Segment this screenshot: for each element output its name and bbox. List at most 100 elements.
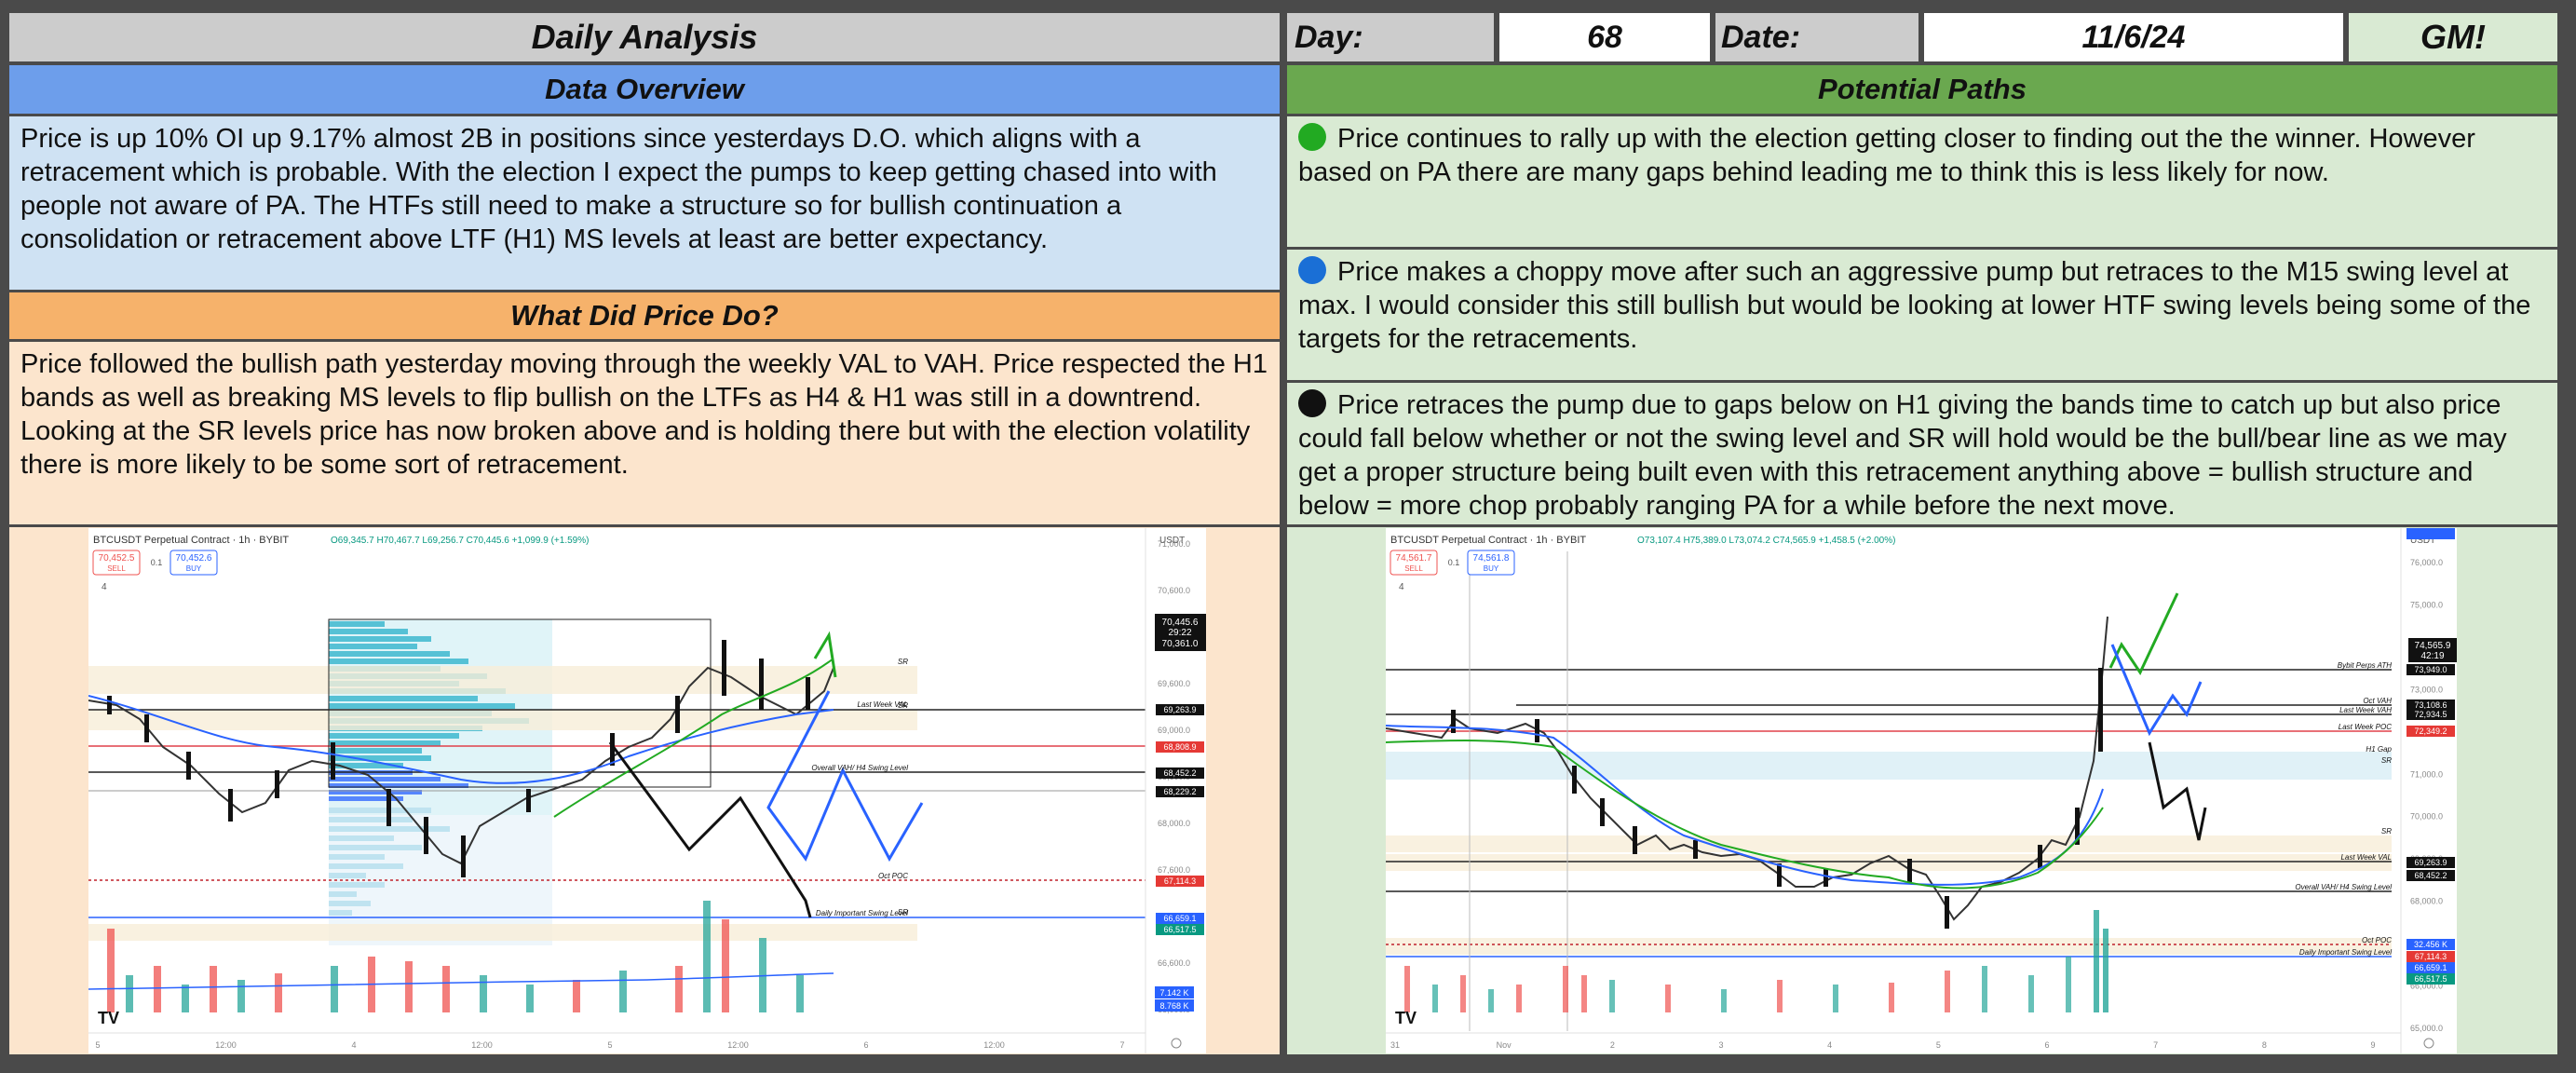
level-price-tag <box>1156 913 1204 924</box>
level-price: 68,452.2 <box>2414 871 2447 880</box>
path-bullish-text: Price continues to rally up with the ele… <box>1298 124 2475 187</box>
left-volume-label: 7.142 K <box>1159 988 1188 998</box>
right-sell-price: 74,561.7 <box>1396 553 1432 564</box>
level-price: 66,517.5 <box>1163 925 1196 934</box>
level-price: 69,263.9 <box>2414 858 2447 867</box>
left-buy-button[interactable] <box>169 550 218 576</box>
level-label: Overall VAH/ H4 Swing Level <box>811 764 908 772</box>
time-tick-label: 12:00 <box>727 1040 749 1050</box>
left-path-green <box>813 631 837 678</box>
level-label: SR <box>2381 827 2392 835</box>
right-current-price-tag <box>2408 638 2457 662</box>
day-value-cell[interactable]: 68 <box>1499 13 1710 61</box>
day-value: 68 <box>1587 19 1622 55</box>
level-label: Daily Important Swing Level <box>816 909 908 917</box>
time-tick-label: 9 <box>2370 1040 2375 1050</box>
black-circle-icon <box>1298 389 1326 417</box>
level-price-tag <box>2407 857 2455 868</box>
left-volume-bars <box>88 901 834 1012</box>
right-volume-bars <box>1404 910 2108 1012</box>
left-chart-ohlc: O69,345.7 H70,467.7 L69,256.7 C70,445.6 … <box>331 536 589 546</box>
level-price-tag <box>1156 767 1204 779</box>
tradingview-logo-icon: TV <box>98 1009 119 1027</box>
title-cell: Daily Analysis <box>9 13 1280 61</box>
level-label: Daily Important Swing Level <box>2299 948 2392 957</box>
time-tick-label: 31 <box>1390 1040 1400 1050</box>
date-value-cell[interactable]: 11/6/24 <box>1924 13 2343 61</box>
potential-paths-header: Potential Paths <box>1287 65 2557 114</box>
left-path-blue <box>766 690 924 862</box>
price-action-title: What Did Price Do? <box>510 299 779 332</box>
price-tick-label: 70,000.0 <box>2410 812 2443 822</box>
greeting-cell: GM! <box>2349 13 2557 61</box>
blue-circle-icon <box>1298 256 1326 284</box>
level-label: SR <box>898 701 908 710</box>
level-price-tag <box>2407 939 2455 950</box>
level-label: Overall VAH/ H4 Swing Level <box>2295 883 2392 891</box>
level-price-tag <box>1156 786 1204 797</box>
right-indicator-count[interactable]: 4 <box>1399 582 1404 592</box>
right-sr-zone <box>1386 835 2392 852</box>
right-green-band <box>1386 739 2104 890</box>
price-tick-label: 69,000.0 <box>1158 726 1190 735</box>
level-price: 68,229.2 <box>1163 787 1196 796</box>
level-price: 73,108.6 <box>2414 700 2447 710</box>
right-sell-button[interactable] <box>1390 550 1438 576</box>
price-tick-label: 71,000.0 <box>2410 769 2443 779</box>
left-spread: 0.1 <box>151 558 163 567</box>
left-currency[interactable]: USDT <box>1159 536 1185 546</box>
left-volume-tag <box>1155 986 1194 998</box>
time-tick-label: 4 <box>1827 1040 1832 1050</box>
level-price-tag <box>2407 962 2455 973</box>
path-choppy: Price makes a choppy move after such an … <box>1287 250 2557 380</box>
left-sell-button[interactable] <box>92 550 141 576</box>
price-tick-label: 75,000.0 <box>2410 600 2443 609</box>
time-tick-label: 7 <box>1119 1040 1124 1050</box>
price-tick-label: 66,000.0 <box>2410 982 2443 991</box>
left-chart-symbol: BTCUSDT Perpetual Contract · 1h · BYBIT <box>93 535 289 546</box>
level-label: SR <box>898 908 908 917</box>
date-label: Date: <box>1721 19 1801 55</box>
left-chart-screenshot[interactable]: BTCUSDT Perpetual Contract · 1h · BYBIT … <box>88 528 1206 1053</box>
left-band-line <box>88 695 834 784</box>
time-tick-label: 5 <box>607 1040 612 1050</box>
time-tick-label: 2 <box>1610 1040 1615 1050</box>
left-chart-svg: BTCUSDT Perpetual Contract · 1h · BYBIT … <box>88 528 1206 1053</box>
right-band-line <box>1386 725 2104 886</box>
right-currency[interactable]: USDT <box>2410 536 2435 546</box>
left-indicator-count[interactable]: 4 <box>102 582 107 592</box>
right-spread: 0.1 <box>1448 558 1460 567</box>
level-label: Oct POC <box>878 872 908 880</box>
left-current-low: 70,361.0 <box>1162 639 1199 649</box>
left-sr-zone-1 <box>88 666 917 694</box>
time-tick-label: 12:00 <box>983 1040 1005 1050</box>
green-circle-icon <box>1298 123 1326 151</box>
level-price-tag <box>1156 876 1204 887</box>
left-volume-label: 8.768 K <box>1159 1001 1188 1011</box>
right-chart-screenshot[interactable]: BTCUSDT Perpetual Contract · 1h · BYBIT … <box>1386 528 2457 1053</box>
level-price-tag <box>2407 528 2455 539</box>
right-current-price: 74,565.9 <box>2415 641 2451 651</box>
settings-gear-icon[interactable] <box>1171 1038 1182 1049</box>
left-sell-price: 70,452.5 <box>99 553 135 564</box>
left-current-price: 70,445.6 <box>1162 618 1199 628</box>
settings-gear-icon[interactable] <box>2423 1038 2434 1049</box>
path-bullish: Price continues to rally up with the ele… <box>1287 116 2557 247</box>
level-price-tag <box>1156 924 1204 935</box>
price-tick-label: 66,600.0 <box>1158 958 1190 968</box>
day-label: Day: <box>1295 19 1363 55</box>
right-buy-button[interactable] <box>1467 550 1515 576</box>
right-path-black <box>2148 741 2207 841</box>
price-tick-label: 73,000.0 <box>2410 685 2443 694</box>
level-price-tag <box>2407 726 2455 737</box>
price-action-body: Price followed the bullish path yesterda… <box>9 342 1280 524</box>
right-candle-bodies <box>1451 668 2103 929</box>
price-tick-label: 71,000.0 <box>1158 539 1190 549</box>
level-label: H1 Gap <box>2366 745 2392 754</box>
right-chart-symbol: BTCUSDT Perpetual Contract · 1h · BYBIT <box>1390 535 1586 546</box>
left-range-box <box>328 618 712 788</box>
level-label: SR <box>898 658 908 666</box>
level-price: 10.975 K <box>2414 528 2447 530</box>
level-price-tag <box>2407 870 2455 881</box>
